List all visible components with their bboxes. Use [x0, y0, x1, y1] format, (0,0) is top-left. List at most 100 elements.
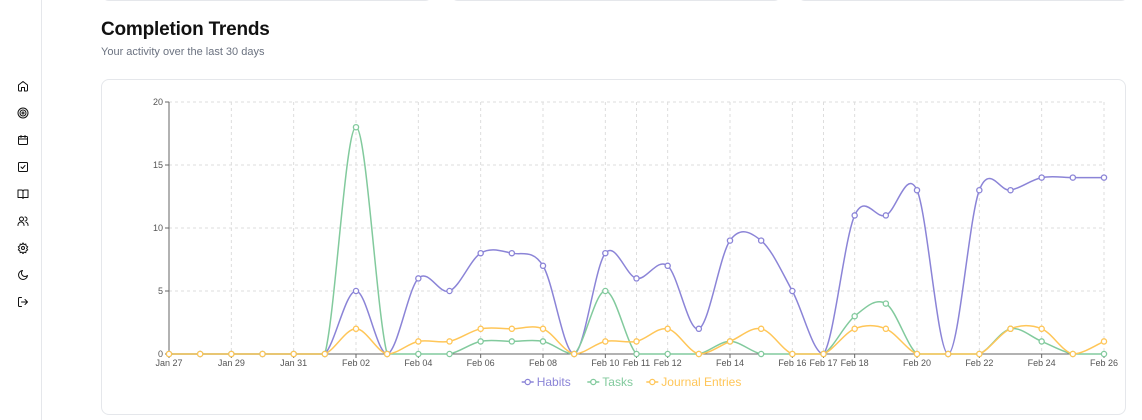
tasks-point [446, 350, 453, 358]
completion-trends-chart: 0 5 10 15 20 Jan 27 Jan 29 Jan 31 Feb 02 Feb 04 Fe… [153, 97, 1118, 389]
users-icon[interactable] [15, 213, 31, 229]
y-tick-label: 20 [153, 97, 163, 107]
checkbox-icon[interactable] [15, 159, 31, 175]
stat-card [450, 0, 782, 1]
home-icon[interactable] [15, 78, 31, 94]
tasks-point [757, 350, 765, 358]
journal-entries-point [602, 338, 609, 345]
y-tick-label: 10 [153, 223, 163, 233]
tasks-point [602, 287, 609, 295]
journal-entries-point [539, 325, 547, 333]
journal-entries-point [477, 325, 484, 333]
moon-icon[interactable] [15, 267, 31, 283]
journal-entries-point [1038, 325, 1045, 333]
tasks-point [539, 338, 547, 345]
x-tick-label: Feb 14 [716, 358, 744, 368]
habits-point [508, 249, 516, 257]
x-tick-label: Feb 16 [778, 358, 806, 368]
journal-entries-point [757, 325, 765, 333]
habits-point [664, 262, 671, 270]
journal-entries-point [695, 350, 703, 358]
habits-legend-label: Habits [537, 375, 571, 389]
journal-entries-point [913, 350, 921, 358]
logout-icon[interactable] [15, 294, 31, 310]
habits-point [695, 325, 703, 333]
tasks-point [415, 350, 422, 358]
habits-point [1007, 186, 1014, 194]
journal-entries-point [1069, 350, 1077, 358]
tasks-point [664, 350, 671, 358]
chart-card: 0 5 10 15 20 Jan 27 Jan 29 Jan 31 Feb 02 Feb 04 Fe… [101, 79, 1126, 415]
target-icon[interactable] [15, 105, 31, 121]
habits-point [1100, 174, 1108, 181]
habits-point [1038, 174, 1045, 181]
habits-point [1069, 174, 1077, 181]
journal-entries-point [259, 350, 266, 358]
x-tick-label: Jan 31 [280, 358, 307, 368]
x-tick-label: Jan 29 [218, 358, 245, 368]
journal-entries-point [633, 338, 640, 345]
journal-entries-legend-dot [649, 378, 656, 386]
x-tick-label: Feb 04 [404, 358, 432, 368]
y-tick-label: 0 [158, 349, 163, 359]
habits-point [539, 262, 547, 270]
x-tick-label: Feb 08 [529, 358, 557, 368]
x-tick-label: Feb 10 [591, 358, 619, 368]
journal-entries-point [851, 325, 858, 333]
book-icon[interactable] [15, 186, 31, 202]
gear-icon[interactable] [15, 240, 31, 256]
y-tick-label: 15 [153, 160, 163, 170]
journal-entries-point [882, 325, 890, 333]
journal-entries-point [290, 350, 297, 358]
x-tick-label: Feb 24 [1028, 358, 1056, 368]
tasks-point [508, 338, 516, 345]
tasks-point [851, 312, 858, 320]
journal-entries-point [789, 350, 796, 358]
x-tick-label: Feb 06 [467, 358, 495, 368]
journal-entries-point [726, 338, 734, 345]
journal-entries-point [1100, 338, 1108, 345]
calendar-icon[interactable] [15, 132, 31, 148]
habits-point [757, 237, 765, 244]
journal-entries-point [1007, 325, 1014, 333]
journal-entries-point [383, 350, 391, 358]
sidebar [0, 0, 42, 420]
habits-point [352, 287, 360, 295]
journal-entries-point [165, 350, 173, 358]
journal-entries-point [415, 338, 422, 345]
tasks-point [352, 123, 360, 131]
tasks-point [1100, 350, 1108, 358]
habits-point [633, 275, 640, 282]
tasks-legend-label: Tasks [602, 375, 633, 389]
habits-point [882, 212, 890, 219]
habits-legend-dot [524, 378, 531, 386]
tasks-point [477, 338, 484, 345]
x-tick-label: Feb 22 [965, 358, 993, 368]
habits-point [477, 249, 484, 257]
habits-point [913, 186, 921, 194]
y-tick-label: 5 [158, 286, 163, 296]
x-tick-label: Feb 17 [809, 358, 837, 368]
x-tick-label: Feb 11 [623, 358, 650, 368]
journal-entries-point [446, 338, 453, 345]
tasks-point [633, 350, 640, 358]
page-title: Completion Trends [101, 19, 270, 40]
page-subtitle: Your activity over the last 30 days [101, 46, 265, 58]
journal-entries-point [228, 350, 235, 358]
habits-point [976, 186, 983, 194]
stat-card [101, 0, 433, 1]
habits-point [602, 249, 609, 257]
stat-card [797, 0, 1129, 1]
journal-entries-point [196, 350, 204, 358]
habits-point [446, 287, 453, 295]
x-tick-label: Feb 02 [342, 358, 370, 368]
tasks-point [882, 300, 890, 307]
habits-point [851, 212, 858, 219]
x-tick-label: Jan 27 [155, 358, 182, 368]
journal-entries-point [944, 350, 952, 358]
journal-entries-point [820, 350, 827, 358]
x-tick-label: Feb 26 [1090, 358, 1118, 368]
tasks-point [1038, 338, 1045, 345]
habits-point [726, 237, 734, 244]
journal-entries-point [508, 325, 516, 333]
